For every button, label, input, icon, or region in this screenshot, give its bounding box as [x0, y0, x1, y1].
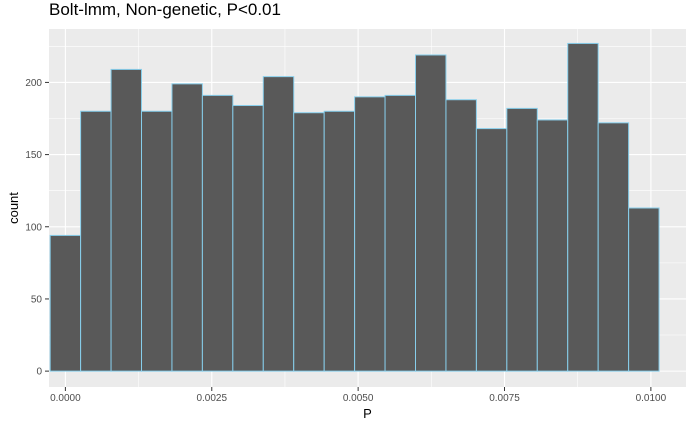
histogram-bar: [536, 119, 569, 372]
chart-title: Bolt-lmm, Non-genetic, P<0.01: [49, 0, 281, 19]
histogram-bar: [628, 207, 660, 372]
x-axis: 0.0000 0.0025 0.0050 0.0075 0.0100: [50, 387, 667, 404]
histogram-bar: [415, 54, 447, 372]
x-tick-label: 0.0050: [343, 393, 374, 404]
histogram-bar: [293, 112, 325, 372]
histogram-bar: [567, 42, 599, 372]
histogram-bar: [171, 83, 203, 372]
histogram-bar: [323, 110, 356, 372]
histogram-bar: [141, 110, 173, 372]
histogram-bar: [49, 234, 82, 372]
histogram-bar: [475, 128, 508, 372]
histogram-bar: [110, 68, 143, 372]
y-tick-label: 0: [36, 367, 42, 378]
y-tick-label: 100: [25, 222, 42, 233]
y-tick-label: 200: [25, 78, 42, 89]
histogram-bar: [80, 110, 112, 372]
histogram-bar: [384, 94, 417, 372]
histogram-bars: [49, 42, 660, 372]
y-axis: 0 50 100 150 200: [25, 78, 49, 378]
histogram-bar: [597, 122, 630, 372]
histogram-bar: [506, 107, 538, 372]
histogram-bar: [232, 105, 264, 372]
x-tick-label: 0.0000: [50, 393, 81, 404]
y-tick-label: 50: [31, 294, 43, 305]
x-tick-label: 0.0025: [196, 393, 227, 404]
x-axis-title: P: [363, 406, 372, 421]
y-tick-label: 150: [25, 150, 42, 161]
histogram-bar: [445, 99, 477, 372]
x-tick-label: 0.0100: [636, 393, 667, 404]
x-tick-label: 0.0075: [489, 393, 520, 404]
y-axis-title: count: [6, 192, 21, 224]
histogram-bar: [354, 96, 386, 372]
histogram-bar: [201, 94, 234, 372]
histogram-bar: [262, 76, 295, 372]
